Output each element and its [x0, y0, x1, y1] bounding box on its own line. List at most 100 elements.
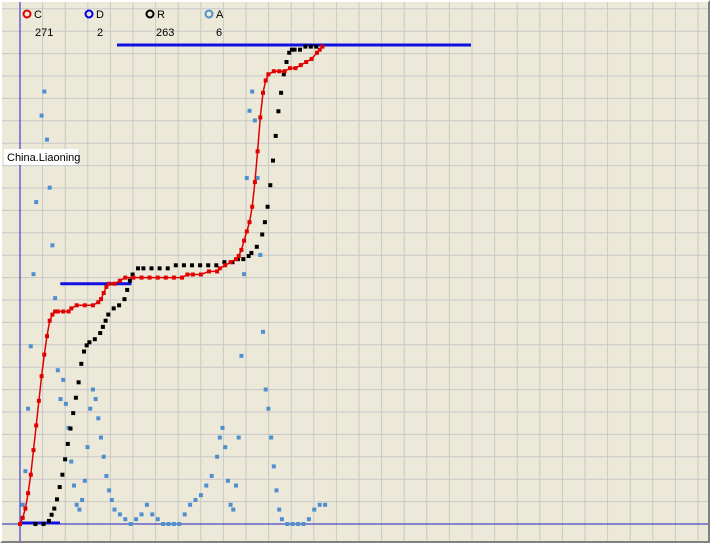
- series-a-point: [239, 353, 244, 358]
- series-r-point: [73, 395, 78, 400]
- series-a-point: [96, 416, 101, 421]
- series-r-point: [55, 497, 59, 502]
- series-a-point: [80, 497, 85, 502]
- chart-annotation: China.Liaoning: [4, 149, 80, 165]
- series-c-point: [90, 303, 95, 308]
- series-c-point: [239, 247, 244, 252]
- series-c-point: [180, 275, 184, 280]
- series-r-point: [173, 263, 178, 268]
- series-a-point: [45, 137, 49, 142]
- series-a-point: [107, 488, 112, 493]
- legend-count-c: 271: [35, 27, 53, 39]
- series-r-point: [84, 343, 89, 348]
- series-r-point: [308, 44, 313, 49]
- series-c-point: [117, 278, 122, 283]
- series-c-point: [234, 257, 238, 262]
- legend-marker-r[interactable]: [145, 9, 155, 19]
- series-c-point: [315, 50, 319, 55]
- series-r-point: [33, 522, 38, 526]
- legend-label-a[interactable]: A: [216, 9, 224, 21]
- series-r-point: [41, 522, 46, 526]
- series-a-point: [252, 118, 257, 123]
- series-r-point: [241, 257, 246, 262]
- legend-label-r[interactable]: R: [157, 9, 165, 21]
- series-r-point: [289, 47, 294, 52]
- series-r-point: [284, 60, 289, 64]
- series-c-point: [42, 352, 47, 357]
- series-r-point: [198, 263, 203, 268]
- series-c-point: [304, 60, 309, 64]
- series-a-point: [161, 522, 166, 526]
- series-a-point: [220, 425, 225, 430]
- series-c-point: [207, 269, 211, 274]
- series-a-point: [74, 502, 79, 507]
- series-r-point: [117, 303, 122, 308]
- series-c-point: [271, 69, 276, 74]
- legend-label-c[interactable]: C: [34, 9, 42, 21]
- series-a-point: [271, 464, 276, 469]
- series-r-point: [100, 324, 105, 329]
- series-a-point: [223, 445, 228, 450]
- legend-marker-a[interactable]: [204, 9, 214, 19]
- series-r-point: [52, 506, 57, 511]
- series-c-point: [53, 309, 58, 314]
- series-r-point: [125, 287, 130, 292]
- series-a-point: [61, 377, 66, 382]
- series-c-point: [50, 312, 55, 317]
- series-r-point: [157, 266, 162, 271]
- series-a-point: [42, 89, 47, 94]
- series-c-point: [236, 254, 241, 259]
- series-c-point: [250, 204, 255, 209]
- series-a-point: [182, 512, 187, 517]
- series-a-point: [117, 512, 122, 517]
- series-a-point: [306, 517, 311, 522]
- series-a-point: [274, 488, 279, 493]
- series-c-point: [74, 303, 79, 308]
- series-c-point: [288, 66, 292, 71]
- series-r-point: [281, 72, 286, 77]
- series-c-point: [96, 300, 101, 305]
- series-c-point: [242, 238, 247, 243]
- series-a-point: [31, 272, 36, 277]
- series-r-point: [65, 441, 70, 446]
- legend-marker-c[interactable]: [22, 9, 32, 19]
- series-r-point: [127, 278, 132, 283]
- series-r-point: [279, 90, 284, 95]
- series-c-point: [198, 272, 203, 277]
- series-c-point: [228, 260, 233, 265]
- legend-label-d[interactable]: D: [96, 9, 104, 21]
- series-c-point: [244, 229, 249, 234]
- series-c-point: [55, 309, 60, 314]
- series-c-point: [258, 115, 263, 120]
- series-r-point: [276, 109, 281, 114]
- series-r-point: [287, 50, 292, 55]
- series-a-point: [77, 507, 82, 512]
- series-c-point: [320, 44, 325, 49]
- series-a-point: [217, 435, 222, 440]
- series-a-point: [139, 512, 144, 517]
- series-a-point: [269, 435, 274, 440]
- series-a-point: [69, 459, 74, 464]
- series-a-point: [23, 469, 28, 474]
- chart-series: [18, 43, 471, 526]
- series-c-point: [112, 281, 117, 286]
- series-a-point: [250, 89, 255, 94]
- series-c-point: [18, 522, 22, 526]
- series-a-point: [198, 493, 203, 498]
- series-c-point: [266, 72, 271, 77]
- legend-marker-d[interactable]: [84, 9, 94, 19]
- series-c-point: [147, 275, 152, 280]
- series-a-point: [82, 478, 87, 483]
- series-r-point: [87, 340, 92, 345]
- series-r-point: [103, 318, 108, 323]
- series-r-point: [68, 426, 73, 431]
- series-a-point: [171, 522, 176, 526]
- series-c-point: [131, 275, 136, 280]
- series-r-point: [181, 263, 186, 268]
- series-c-point: [69, 306, 74, 311]
- series-r-point: [265, 204, 270, 209]
- series-r-point: [60, 472, 65, 477]
- series-a-point: [312, 507, 317, 512]
